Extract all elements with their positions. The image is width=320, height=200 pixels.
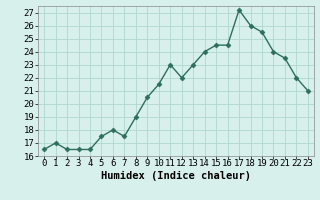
X-axis label: Humidex (Indice chaleur): Humidex (Indice chaleur) xyxy=(101,171,251,181)
